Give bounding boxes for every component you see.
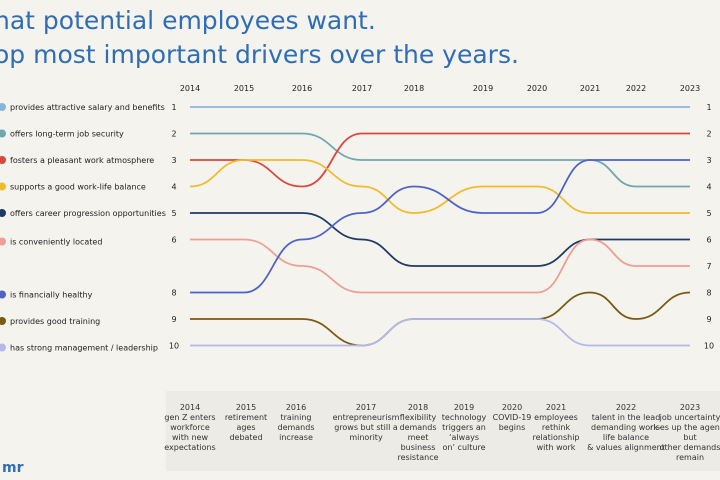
event-caption: 2020 COVID-19 begins [472, 403, 552, 433]
event-caption: 2016 training demands increase [256, 403, 336, 443]
legend-label: offers long-term job security [10, 130, 124, 139]
series-line [189, 238, 690, 294]
right-rank-label: 9 [706, 315, 711, 324]
event-caption: 2015 retirement ages debated [206, 403, 286, 443]
title-line-1: hat potential employees want. [0, 6, 376, 35]
left-rank-label: 2 [171, 130, 176, 139]
left-rank-label: 1 [171, 103, 176, 112]
event-caption: 2019 technology triggers an ‘always on’ c… [424, 403, 504, 453]
x-tick-label: 2022 [626, 84, 646, 93]
event-text: flexibility demands meet business resist… [397, 413, 439, 462]
right-rank-label: 7 [706, 262, 711, 271]
legend-label: is conveniently located [10, 238, 102, 247]
legend-marker [0, 182, 6, 191]
logo: mr [2, 460, 24, 476]
legend-marker [0, 290, 6, 299]
left-rank-label: 9 [171, 315, 176, 324]
legend-label: has strong management / leadership [10, 344, 158, 353]
event-text: entrepreneurism grows but still a minori… [332, 413, 400, 442]
left-rank-label: 4 [171, 183, 176, 192]
event-text: COVID-19 begins [492, 413, 532, 432]
legend-marker [0, 156, 6, 164]
bump-chart: 2014 2015 2016 2017 2018 2019 2020 2021 2022 2023… [0, 84, 714, 353]
legend-marker [0, 317, 6, 325]
left-rank-label: 6 [171, 236, 176, 245]
event-year: 2014 [179, 403, 201, 412]
right-rank-label: 4 [706, 183, 711, 192]
event-text: training demands increase [277, 413, 315, 442]
event-caption: 2014 gen Z enters workforce with new expe… [150, 403, 230, 453]
event-text: talent in the lead demanding work- life … [587, 413, 665, 452]
event-year: 2015 [235, 403, 257, 412]
x-tick-label: 2016 [292, 84, 312, 93]
event-text: employees rethink relationship with work [532, 413, 580, 452]
series-line [190, 159, 690, 294]
right-rank-label: 6 [706, 236, 711, 245]
event-caption: 2018 flexibility demands meet business re… [378, 403, 458, 463]
event-caption: 2017 entrepreneurism grows but still a mi… [326, 403, 406, 443]
event-caption: 2021 employees rethink relationship with … [516, 403, 596, 453]
left-rank-label: 5 [171, 209, 176, 218]
event-year: 2023 [679, 403, 701, 412]
x-tick-label: 2020 [527, 84, 547, 93]
right-rank-label: 1 [706, 103, 711, 112]
event-text: job uncertainty rises up the agenda but … [650, 413, 720, 462]
legend-label: provides good training [10, 317, 100, 326]
legend-marker [0, 237, 6, 246]
right-rank-label: 2 [706, 130, 711, 139]
right-rank-label: 10 [704, 342, 714, 351]
series-line [189, 132, 690, 188]
chart-title: hat potential employees want. op most im… [0, 4, 519, 72]
event-text: retirement ages debated [224, 413, 268, 442]
event-year: 2022 [615, 403, 637, 412]
x-tick-label: 2019 [473, 84, 493, 93]
x-tick-label: 2018 [404, 84, 424, 93]
right-rank-label: 5 [706, 209, 711, 218]
event-text: technology triggers an ‘always on’ cultu… [441, 413, 487, 452]
series-line [189, 159, 690, 214]
x-tick-label: 2017 [352, 84, 372, 93]
right-rank-label: 8 [706, 289, 711, 298]
right-rank-label: 3 [706, 156, 711, 165]
left-rank-label: 10 [169, 342, 179, 351]
event-year: 2016 [285, 403, 307, 412]
legend-marker [0, 209, 6, 217]
series-line [189, 132, 690, 188]
left-rank-label: 8 [171, 289, 176, 298]
legend-marker [0, 103, 6, 111]
event-year: 2017 [355, 403, 377, 412]
x-tick-label: 2023 [680, 84, 700, 93]
legend-label: provides attractive salary and benefits [10, 103, 165, 112]
left-rank-label: 3 [171, 156, 176, 165]
legend-marker [0, 343, 6, 352]
event-year: 2020 [501, 403, 523, 412]
legend-label: offers career progression opportunities [10, 209, 166, 218]
x-tick-label: 2021 [580, 84, 600, 93]
series-line [190, 212, 690, 267]
event-year: 2019 [453, 403, 475, 412]
event-year: 2018 [407, 403, 429, 412]
x-tick-label: 2015 [234, 84, 254, 93]
event-text: gen Z enters workforce with new expectat… [164, 413, 216, 452]
events-panel: 2014 gen Z enters workforce with new expe… [164, 391, 720, 471]
legend-label: is financially healthy [10, 291, 93, 300]
legend-marker [0, 129, 6, 138]
legend-label: fosters a pleasant work atmosphere [10, 156, 154, 165]
x-tick-label: 2014 [180, 84, 200, 93]
series-line [190, 318, 690, 347]
event-caption: 2022 talent in the lead demanding work- l… [586, 403, 666, 453]
event-year: 2021 [545, 403, 567, 412]
title-line-2: op most important drivers over the years… [0, 40, 519, 69]
legend-label: supports a good work-life balance [10, 183, 146, 192]
